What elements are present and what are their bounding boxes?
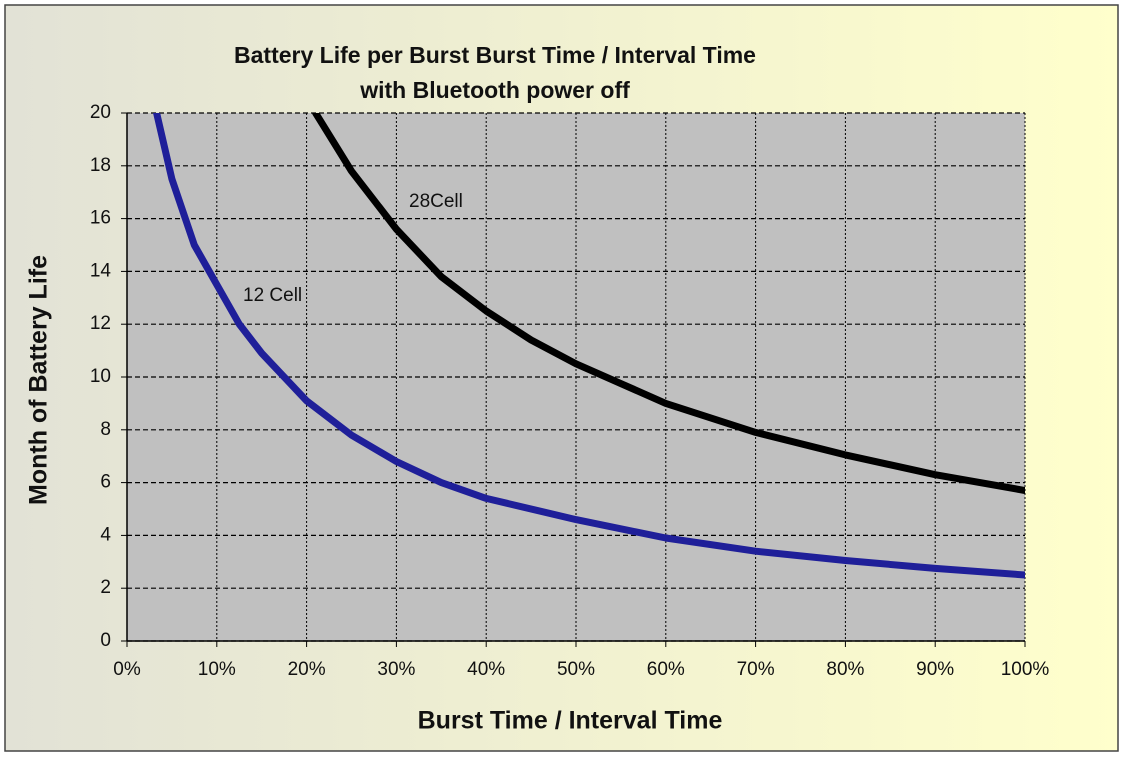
y-axis-title: Month of Battery Life: [25, 255, 53, 505]
x-tick-label: 40%: [467, 659, 505, 680]
labels: 0 2 4 6 8 10 12 14 16 18 20 0% 10% 20% 30% 40% 50% 60% 70%…: [90, 102, 1050, 680]
x-axis-title: Burst Time / Interval Time: [418, 707, 723, 735]
x-tick-label: 10%: [198, 659, 236, 680]
y-tick-label: 6: [100, 472, 111, 493]
y-tick-label: 20: [90, 102, 111, 123]
y-tick-label: 2: [100, 577, 111, 598]
x-tick-label: 30%: [377, 659, 415, 680]
y-tick-label: 8: [100, 419, 111, 440]
line-series: [312, 113, 1025, 494]
x-tick-label: 70%: [737, 659, 775, 680]
y-tick-label: 4: [100, 524, 111, 545]
x-tick-label: 60%: [647, 659, 685, 680]
chart-title: Battery Life per Burst Burst Time / Inte…: [234, 42, 756, 68]
x-tick-label: 90%: [916, 659, 954, 680]
x-tick-label: 80%: [826, 659, 864, 680]
x-tick-label: 100%: [1001, 659, 1050, 680]
lines: [153, 113, 1025, 579]
x-tick-label: 0%: [113, 659, 141, 680]
y-tick-label: 16: [90, 208, 111, 229]
grid: [121, 112, 1026, 647]
chart-subtitle: with Bluetooth power off: [359, 77, 630, 103]
y-tick-label: 12: [90, 313, 111, 334]
line-series: [153, 113, 1025, 579]
x-tick-label: 20%: [288, 659, 326, 680]
y-tick-label: 10: [90, 366, 111, 387]
y-tick-label: 14: [90, 260, 112, 281]
y-tick-label: 18: [90, 155, 111, 176]
series-label: 28Cell: [409, 191, 463, 212]
y-tick-label: 0: [100, 630, 111, 651]
series-label: 12 Cell: [243, 285, 302, 306]
x-tick-label: 50%: [557, 659, 595, 680]
